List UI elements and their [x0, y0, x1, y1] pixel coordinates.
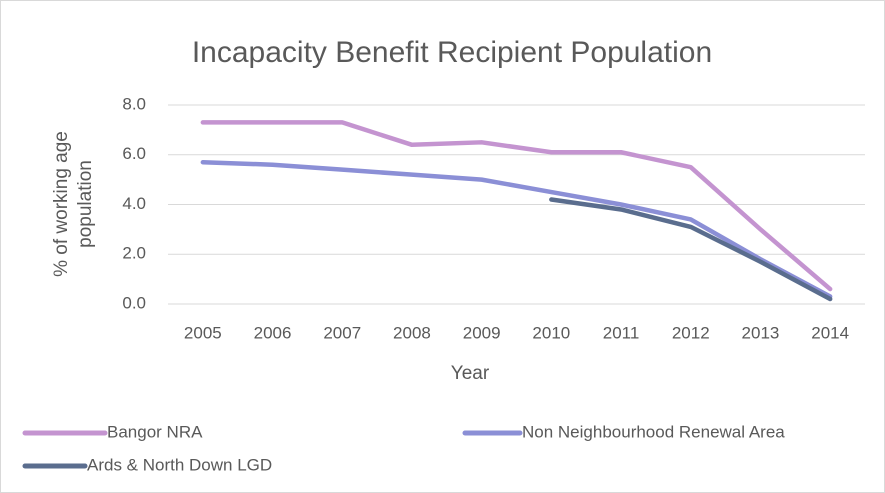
x-tick-label: 2011	[603, 323, 640, 342]
x-tick-label: 2009	[463, 323, 501, 342]
legend-label: Bangor NRA	[107, 422, 203, 441]
legend-label: Ards & North Down LGD	[87, 455, 272, 474]
series-line	[549, 197, 833, 302]
y-axis-title: % of working age population	[51, 131, 96, 277]
chart-title: Incapacity Benefit Recipient Population	[192, 36, 712, 69]
y-tick-label: 8.0	[122, 94, 146, 113]
x-tick-label: 2010	[532, 323, 570, 342]
y-tick-label: 0.0	[122, 293, 146, 312]
series-line	[200, 159, 833, 299]
y-axis-title-line: % of working age	[51, 131, 72, 277]
legend-label: Non Neighbourhood Renewal Area	[522, 422, 785, 441]
series-line	[200, 120, 833, 292]
y-tick-label: 2.0	[122, 244, 146, 263]
y-tick-label: 6.0	[122, 144, 146, 163]
x-tick-label: 2013	[742, 323, 780, 342]
x-tick-label: 2007	[323, 323, 361, 342]
x-tick-label: 2012	[672, 323, 710, 342]
x-tick-label: 2008	[393, 323, 431, 342]
y-axis-title-line: population	[75, 160, 96, 248]
x-axis-title: Year	[451, 363, 490, 384]
y-tick-label: 4.0	[122, 194, 146, 213]
x-tick-label: 2006	[254, 323, 292, 342]
x-tick-label: 2014	[811, 323, 849, 342]
x-tick-label: 2005	[184, 323, 222, 342]
